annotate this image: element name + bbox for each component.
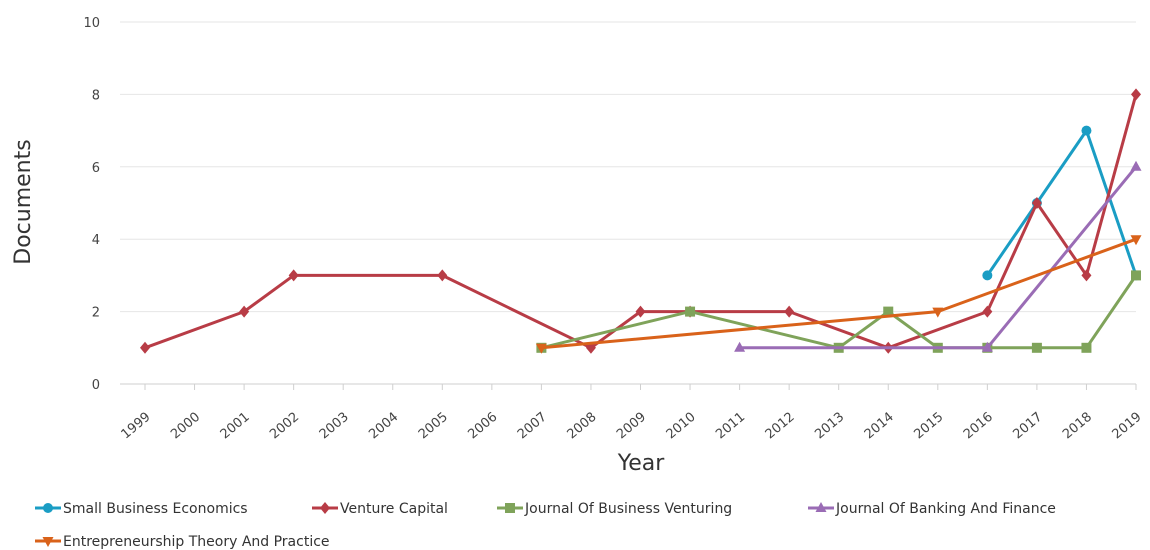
legend-label: Venture Capital [340, 501, 448, 517]
x-tick-label: 2016 [961, 410, 996, 443]
data-point[interactable] [1130, 235, 1142, 246]
legend-marker [42, 537, 54, 547]
data-point[interactable] [734, 341, 746, 352]
y-axis-title: Documents [11, 139, 36, 264]
legend-marker [505, 503, 515, 513]
data-point[interactable] [1081, 269, 1092, 282]
data-point[interactable] [883, 306, 894, 317]
y-tick-label: 0 [92, 378, 100, 393]
legend-label: Journal Of Banking And Finance [835, 501, 1056, 517]
x-tick-label: 2001 [218, 410, 253, 443]
legend-item[interactable]: Journal Of Banking And Finance [808, 501, 1056, 517]
x-tick-label: 2004 [366, 410, 401, 443]
legend-item[interactable]: Small Business Economics [35, 501, 248, 517]
grid-lines [120, 21, 1136, 385]
data-point[interactable] [1031, 197, 1042, 209]
data-point[interactable] [932, 307, 944, 318]
x-tick-label: 2005 [416, 410, 451, 443]
data-point[interactable] [1081, 342, 1092, 353]
data-point[interactable] [437, 269, 448, 282]
y-tick-label: 10 [83, 16, 100, 31]
legend-item[interactable]: Journal Of Business Venturing [497, 501, 732, 517]
x-tick-label: 2008 [565, 410, 600, 443]
legend-item[interactable]: Entrepreneurship Theory And Practice [35, 534, 330, 550]
x-tick-label: 2013 [812, 410, 847, 443]
legend-marker [320, 502, 330, 514]
data-point[interactable] [140, 341, 150, 354]
y-tick-labels: 0 2 4 6 8 10 [83, 16, 100, 393]
legend-label: Journal Of Business Venturing [524, 501, 732, 517]
x-tick-label: 2015 [911, 410, 946, 443]
x-tick-label: 2006 [465, 410, 500, 443]
x-tick-label: 2014 [862, 410, 897, 443]
x-tick-label: 1999 [119, 410, 154, 443]
x-axis-title: Year [617, 451, 666, 476]
x-tick-labels: 1999 2000 2001 2002 2003 2004 2005 2006 2007 2008… [119, 384, 1145, 442]
data-point[interactable] [288, 269, 299, 282]
x-tick-label: 2018 [1060, 410, 1095, 443]
series-3 [734, 160, 1142, 352]
x-tick-label: 2007 [515, 410, 550, 443]
y-tick-label: 4 [92, 233, 100, 248]
data-point[interactable] [982, 305, 993, 318]
data-point[interactable] [1031, 342, 1042, 353]
data-point[interactable] [1131, 88, 1141, 101]
x-tick-label: 2011 [713, 410, 748, 443]
legend-marker [815, 502, 827, 512]
x-tick-label: 2012 [763, 410, 798, 443]
series-1 [140, 88, 1141, 354]
data-point[interactable] [1130, 160, 1142, 171]
x-tick-label: 2010 [664, 410, 699, 443]
data-point[interactable] [635, 305, 646, 318]
x-tick-label: 2002 [267, 410, 302, 443]
data-point[interactable] [1081, 125, 1092, 136]
data-point[interactable] [784, 305, 795, 318]
legend-label: Small Business Economics [63, 501, 248, 517]
series-4 [535, 235, 1142, 354]
data-point[interactable] [685, 306, 696, 317]
y-tick-label: 2 [92, 306, 100, 321]
x-tick-label: 2017 [1010, 410, 1045, 443]
x-tick-label: 2009 [614, 410, 649, 443]
legend: Small Business Economics Venture Capital J… [35, 501, 1056, 550]
data-point[interactable] [535, 343, 547, 354]
legend-item[interactable]: Venture Capital [312, 501, 448, 517]
series-line [738, 165, 1138, 350]
legend-label: Entrepreneurship Theory And Practice [63, 534, 330, 550]
legend-marker [43, 503, 53, 513]
series-line [539, 237, 1138, 350]
x-tick-label: 2000 [168, 410, 203, 443]
data-point[interactable] [239, 305, 250, 318]
series-line [985, 129, 1138, 277]
series-layer [140, 88, 1142, 354]
data-point[interactable] [1131, 270, 1141, 281]
y-tick-label: 6 [92, 161, 100, 176]
x-tick-label: 2003 [317, 410, 352, 443]
y-tick-label: 8 [92, 88, 100, 103]
x-tick-label: 2019 [1110, 410, 1145, 443]
data-point[interactable] [981, 341, 993, 352]
data-point[interactable] [982, 270, 993, 281]
